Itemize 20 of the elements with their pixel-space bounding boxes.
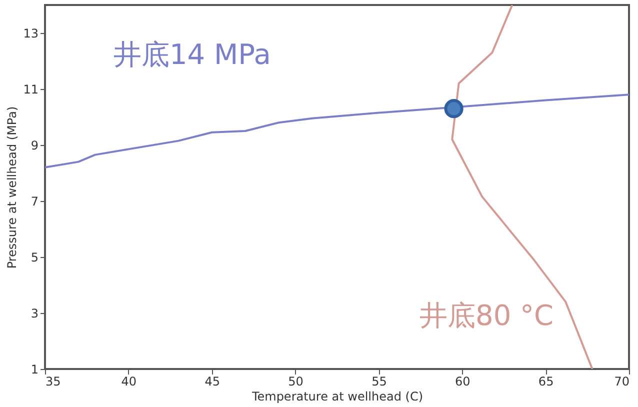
y-tick-label: 1 — [30, 362, 38, 376]
y-tick-label: 13 — [23, 26, 38, 40]
x-tick-label: 60 — [455, 374, 470, 388]
y-tick-label: 5 — [30, 250, 38, 264]
x-tick-label: 55 — [372, 374, 387, 388]
y-tick-label: 7 — [30, 194, 38, 208]
y-tick-label: 3 — [30, 306, 38, 320]
y-tick-label: 9 — [30, 138, 38, 152]
x-tick-label: 70 — [614, 374, 630, 388]
x-axis-title: Temperature at wellhead (C) — [250, 390, 424, 404]
y-axis-title: Pressure at wellhead (MPa) — [5, 106, 20, 269]
x-tick-label: 50 — [288, 374, 304, 388]
x-tick-label: 35 — [46, 374, 61, 388]
y-tick-label: 11 — [23, 82, 38, 96]
x-tick-label: 40 — [121, 374, 137, 388]
x-tick-label: 45 — [204, 374, 220, 388]
line-series — [45, 94, 629, 168]
series-label: 井底80 °C — [420, 298, 554, 332]
x-tick-label: 65 — [538, 374, 554, 388]
series-label: 井底14 MPa — [113, 38, 271, 71]
